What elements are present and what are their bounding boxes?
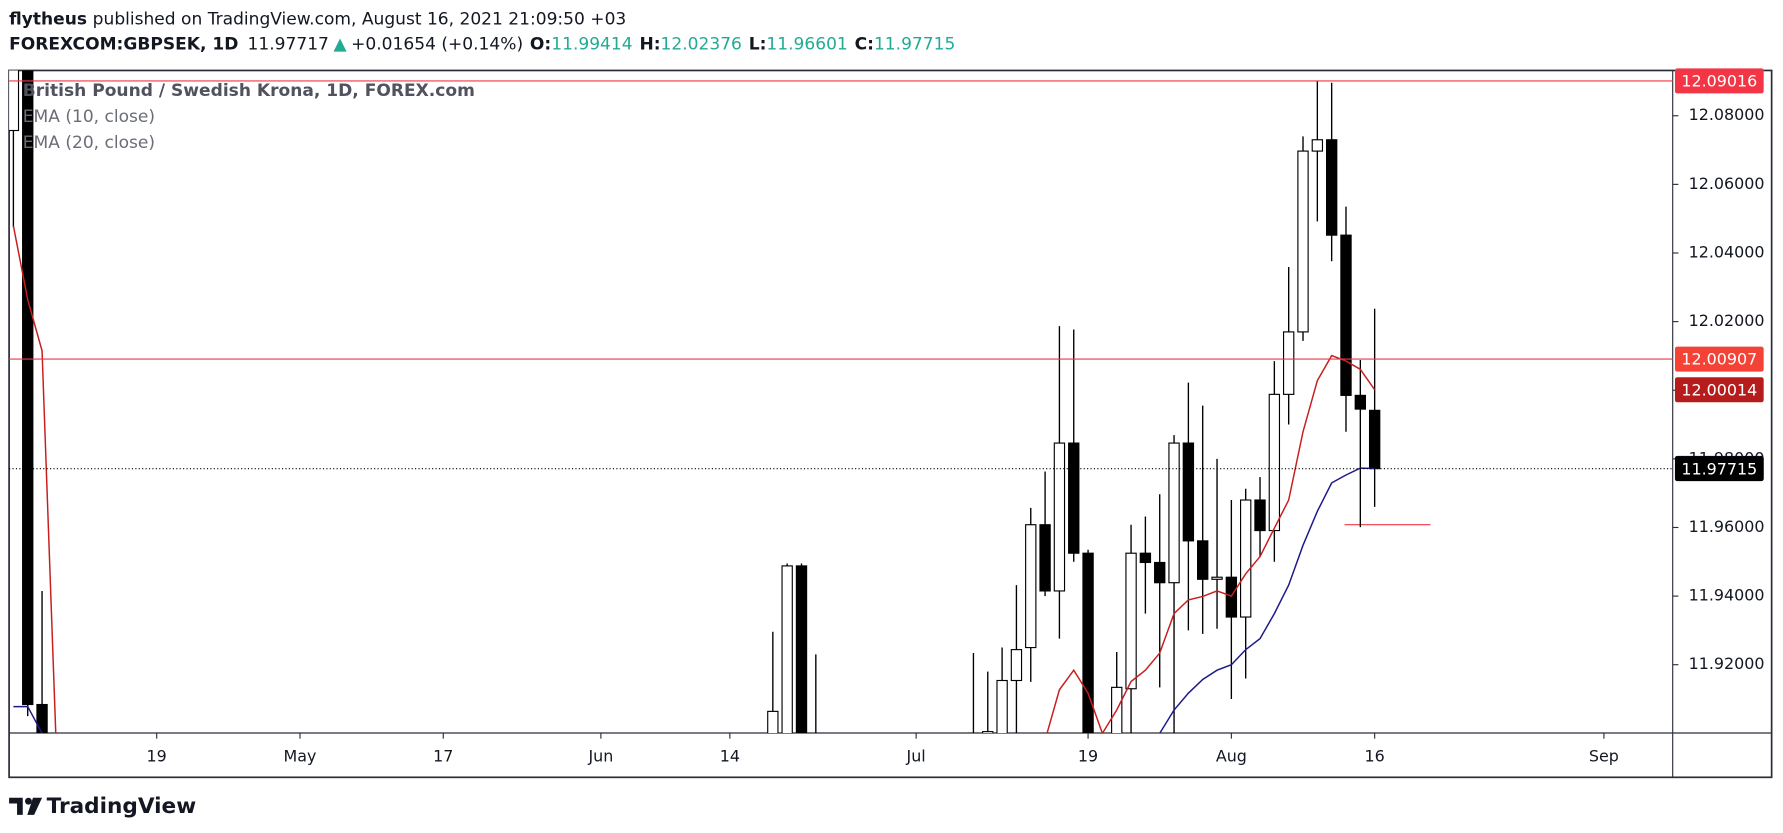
x-tick-label: Jun: [587, 746, 613, 765]
candle-body: [1125, 552, 1137, 690]
candle-body: [1225, 576, 1238, 618]
y-tick-label: 11.96000: [1689, 517, 1765, 536]
y-tick-label: 11.94000: [1689, 586, 1765, 605]
x-tick-label: Aug: [1216, 746, 1247, 765]
ohlc-label: C:: [855, 34, 874, 54]
ohlc-value: 11.99414: [551, 34, 632, 54]
overlay: 11.9200011.9400011.9600011.9800012.00000…: [9, 68, 1765, 765]
price-label-box: [1674, 377, 1764, 403]
candle-body: [1111, 686, 1123, 733]
candle-body: [1268, 393, 1281, 532]
candle-body: [811, 750, 821, 767]
candle-body: [795, 565, 808, 733]
price-label: 12.00907: [1681, 350, 1757, 369]
y-tick-label: 11.92000: [1689, 654, 1765, 673]
plot-area: [9, 70, 1431, 767]
ohlc-value: 11.97715: [874, 34, 955, 54]
change: +0.01654 (+0.14%): [351, 34, 523, 54]
candle-body: [1297, 150, 1309, 333]
x-tick-label: May: [284, 746, 317, 765]
candle-body: [1053, 442, 1066, 592]
candle-body: [1182, 442, 1195, 542]
header-line: flytheus published on TradingView.com, Au…: [9, 9, 626, 29]
candle-body: [967, 732, 980, 733]
x-tick-label: 14: [720, 746, 740, 765]
ohlc-value: 12.02376: [661, 34, 742, 54]
candle-body: [22, 70, 34, 706]
x-tick-label: Jul: [906, 746, 926, 765]
brand: TradingView: [47, 794, 197, 819]
price-label: 12.00014: [1681, 380, 1757, 399]
candle-body: [1068, 442, 1080, 554]
price-label: 11.97715: [1681, 459, 1757, 478]
candle-body: [781, 565, 793, 733]
candle-body: [36, 703, 48, 733]
candle-body: [1039, 524, 1051, 592]
candle-body: [1154, 561, 1166, 584]
last-price: 11.97717: [248, 34, 329, 54]
candle-body: [1311, 139, 1324, 152]
candle-body: [1010, 649, 1023, 682]
published: published on TradingView.com, August 16,…: [93, 9, 627, 29]
candle-body: [1282, 331, 1295, 395]
price-label: 12.09016: [1681, 72, 1757, 91]
candle-body: [1254, 499, 1266, 532]
logo: TradingView: [9, 794, 196, 819]
y-tick-label: 12.06000: [1689, 174, 1765, 193]
candle-body: [1025, 524, 1037, 649]
change-arrow: ▲: [333, 34, 347, 54]
legend-entry: EMA (20, close): [23, 133, 155, 153]
x-tick-label: 17: [433, 746, 453, 765]
symbol-line: FOREXCOM:GBPSEK, 1D 11.97717 ▲ +0.01654 (+0…: [9, 34, 955, 54]
y-tick-label: 12.08000: [1689, 105, 1765, 124]
ema-line: [13, 467, 1375, 733]
candle-body: [1168, 442, 1180, 584]
candle-body: [1139, 552, 1152, 564]
candle-body: [1240, 499, 1252, 618]
candle-body: [1325, 139, 1338, 236]
candle-body: [1211, 576, 1223, 580]
x-tick-label: 19: [147, 746, 167, 765]
logo-mark: [9, 797, 23, 815]
ohlc-label: L:: [749, 34, 767, 54]
price-label-box: [1674, 68, 1764, 94]
candle-body: [1340, 234, 1352, 396]
candle-body: [9, 70, 20, 132]
candle-body: [1368, 409, 1381, 470]
candle-body: [1082, 552, 1094, 733]
ohlc-label: O:: [530, 34, 551, 54]
candle-body: [1197, 540, 1209, 580]
ema-line: [12, 225, 1376, 733]
candle-body: [767, 710, 779, 733]
y-tick-label: 12.04000: [1689, 242, 1765, 261]
x-tick-label: 19: [1078, 746, 1098, 765]
ticker: FOREXCOM:GBPSEK, 1D: [9, 34, 238, 54]
legend-entry: EMA (10, close): [23, 107, 155, 127]
x-tick-label: 16: [1365, 746, 1385, 765]
y-tick-label: 12.02000: [1689, 311, 1765, 330]
candle-body: [1354, 394, 1367, 410]
chart-frame: [8, 69, 1773, 779]
ohlc-label: H:: [639, 34, 660, 54]
price-label-box: [1674, 346, 1764, 372]
legend-title: British Pound / Swedish Krona, 1D, FOREX…: [23, 81, 475, 101]
logo-mark: [27, 797, 43, 815]
ohlc-value: 11.96601: [766, 34, 847, 54]
price-label-box: [1674, 456, 1764, 482]
candle-body: [982, 731, 994, 733]
candle-body: [996, 679, 1008, 733]
logo-mark: [25, 797, 32, 805]
author: flytheus: [9, 9, 87, 29]
x-tick-label: Sep: [1589, 746, 1619, 765]
